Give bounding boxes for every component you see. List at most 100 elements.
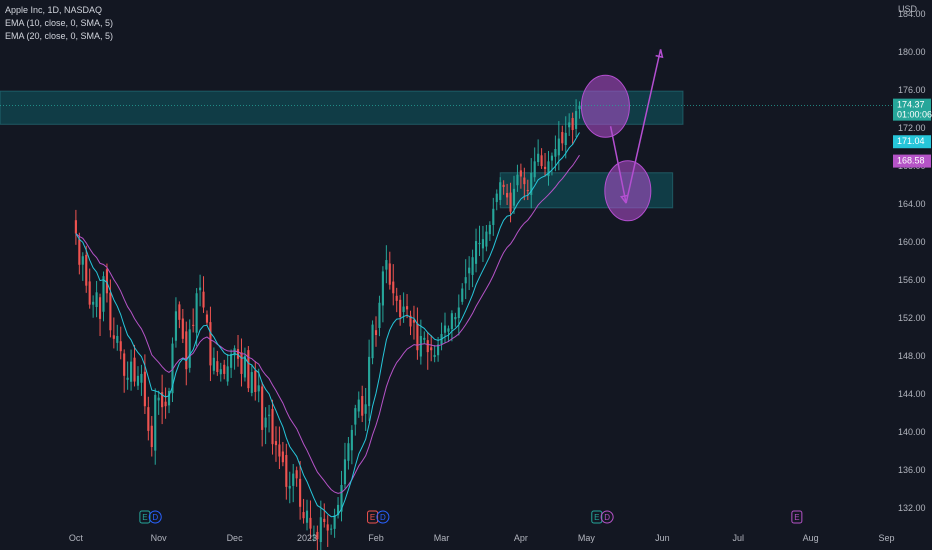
candle [464, 259, 467, 300]
y-tick-label: 132.00 [898, 503, 926, 513]
marker-letter: D [604, 513, 610, 522]
candle [81, 252, 84, 281]
candle-body [354, 408, 357, 425]
legend-ema10[interactable]: EMA (10, close, 0, SMA, 5) [5, 18, 114, 28]
candle-body [526, 190, 529, 192]
candle [185, 321, 188, 386]
marker-letter: E [142, 513, 147, 522]
marker-shape [139, 510, 151, 524]
candle-body [433, 354, 436, 358]
candle-body [561, 132, 564, 144]
candle-body [209, 322, 212, 366]
candle-body [161, 392, 164, 408]
candle [399, 295, 402, 326]
candle-body [499, 182, 502, 200]
candle [192, 308, 195, 333]
candle-body [92, 301, 95, 305]
candle-body [285, 455, 288, 487]
candle-body [437, 344, 440, 356]
candle [312, 525, 315, 542]
candle [85, 245, 88, 293]
candle [285, 443, 288, 500]
candle [164, 387, 167, 419]
candle-body [530, 172, 533, 195]
candle [419, 319, 422, 365]
candle-body [547, 161, 550, 177]
candle [454, 312, 457, 327]
y-tick-label: 148.00 [898, 351, 926, 361]
candle [223, 359, 226, 380]
candle-body [371, 324, 374, 359]
candle [230, 349, 233, 378]
candle-body [399, 299, 402, 317]
candle [288, 471, 291, 504]
candle [468, 256, 471, 291]
candle [292, 464, 295, 503]
y-tick-label: 176.00 [898, 85, 926, 95]
candle [205, 310, 209, 326]
candle-body [95, 292, 98, 308]
candle-body [575, 111, 578, 129]
candle [119, 326, 122, 360]
candle-body [395, 295, 398, 301]
candle-body [268, 414, 271, 416]
candle-body [195, 293, 198, 333]
candle [123, 349, 126, 393]
candle-body [509, 192, 512, 212]
candle-body [78, 239, 81, 265]
candle-body [188, 329, 191, 368]
candle-body [295, 470, 298, 479]
candle-body [309, 517, 312, 529]
candle [461, 283, 464, 305]
ema10-price-tag-text: 171.04 [897, 136, 925, 146]
candle [150, 416, 153, 457]
candle [423, 331, 426, 344]
candle-body [81, 256, 84, 265]
candle [74, 209, 77, 245]
candle [457, 294, 460, 336]
candle-body [143, 371, 146, 407]
candle [426, 332, 429, 370]
ema10-price-tag: 171.04 [893, 135, 931, 149]
candle-body [571, 118, 574, 131]
candle-body [226, 366, 229, 382]
candle-body [150, 425, 153, 448]
candle-body [564, 132, 567, 146]
marker-shape [591, 510, 603, 524]
ema20-price-tag-text: 168.58 [897, 156, 925, 166]
projection-arrow-down [609, 126, 627, 204]
candle [357, 391, 360, 418]
legend-symbol[interactable]: Apple Inc, 1D, NASDAQ [5, 5, 103, 15]
candle-body [405, 306, 409, 310]
candle-body [323, 518, 326, 522]
y-tick-label: 160.00 [898, 237, 926, 247]
candle [474, 228, 478, 273]
projection-arrow-down-head [619, 194, 629, 204]
candle-body [450, 313, 453, 330]
x-tick-label: Apr [514, 533, 528, 543]
x-tick-label: Dec [227, 533, 244, 543]
candle-body [447, 328, 450, 332]
x-tick-label: Nov [151, 533, 168, 543]
candle [340, 470, 343, 522]
candle [247, 346, 250, 393]
candle [568, 113, 571, 136]
candle-body [98, 297, 102, 319]
ema-layer [75, 132, 580, 518]
candle [388, 251, 391, 290]
candle [412, 305, 416, 340]
candle [450, 310, 453, 342]
candle-body [368, 356, 371, 407]
candle-body [537, 153, 540, 163]
candle-body [385, 260, 388, 270]
candle-body [543, 166, 547, 169]
candle-body [326, 524, 329, 531]
candle-body [512, 188, 516, 206]
candle-body [495, 193, 498, 203]
legend-ema20[interactable]: EMA (20, close, 0, SMA, 5) [5, 31, 114, 41]
candle-body [254, 370, 257, 392]
candle [116, 324, 119, 351]
